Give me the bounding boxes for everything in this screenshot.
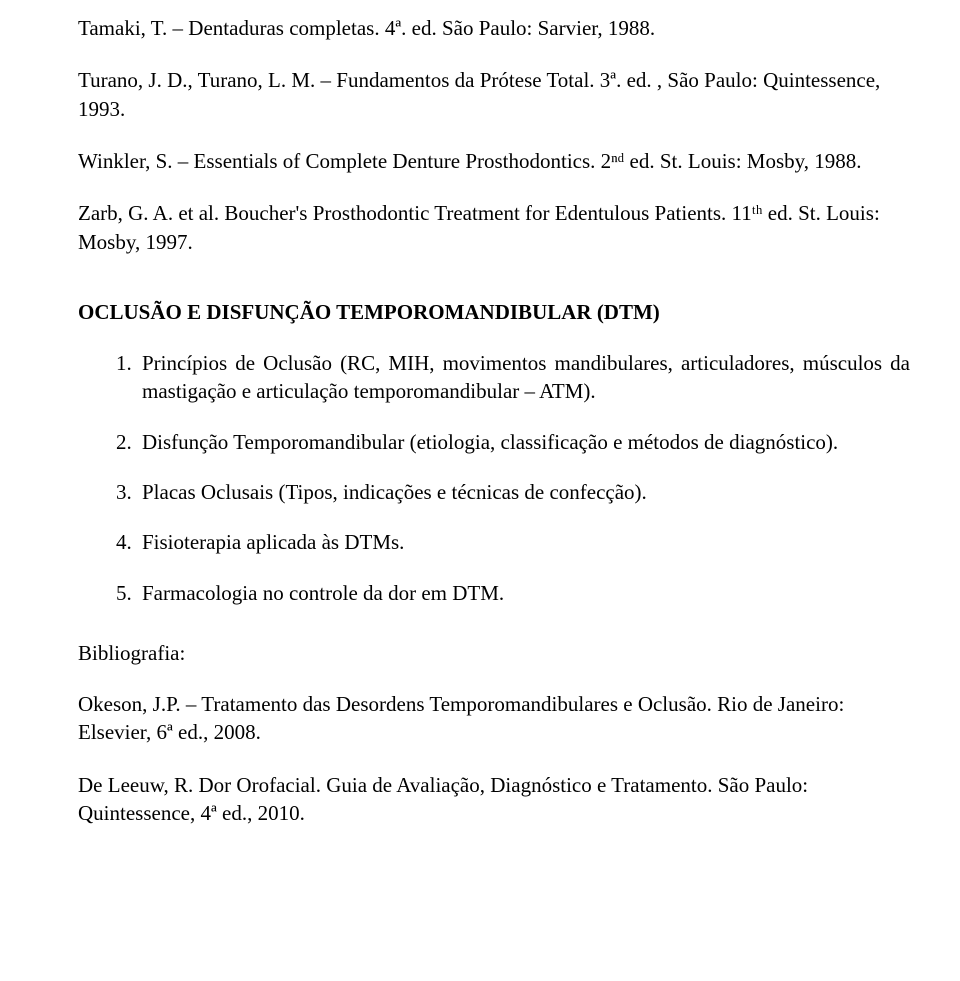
reference-item: Okeson, J.P. – Tratamento das Desordens …: [78, 690, 910, 747]
list-item-number: 4.: [116, 528, 142, 556]
list-item-text: Princípios de Oclusão (RC, MIH, moviment…: [142, 349, 910, 406]
list-item: 2. Disfunção Temporomandibular (etiologi…: [116, 428, 910, 456]
reference-item: Winkler, S. – Essentials of Complete Den…: [78, 147, 910, 175]
reference-item: Turano, J. D., Turano, L. M. – Fundament…: [78, 66, 910, 123]
list-item: 5. Farmacologia no controle da dor em DT…: [116, 579, 910, 607]
reference-item: Zarb, G. A. et al. Boucher's Prosthodont…: [78, 199, 910, 256]
reference-item: Tamaki, T. – Dentaduras completas. 4ª. e…: [78, 14, 910, 42]
list-item-text: Disfunção Temporomandibular (etiologia, …: [142, 428, 910, 456]
list-item-number: 3.: [116, 478, 142, 506]
list-item: 4. Fisioterapia aplicada às DTMs.: [116, 528, 910, 556]
numbered-list: 1. Princípios de Oclusão (RC, MIH, movim…: [78, 349, 910, 607]
list-item: 1. Princípios de Oclusão (RC, MIH, movim…: [116, 349, 910, 406]
list-item-text: Placas Oclusais (Tipos, indicações e téc…: [142, 478, 910, 506]
list-item-number: 5.: [116, 579, 142, 607]
list-item-text: Fisioterapia aplicada às DTMs.: [142, 528, 910, 556]
list-item-number: 2.: [116, 428, 142, 456]
bibliography-label: Bibliografia:: [78, 641, 910, 666]
reference-item: De Leeuw, R. Dor Orofacial. Guia de Aval…: [78, 771, 910, 828]
list-item-text: Farmacologia no controle da dor em DTM.: [142, 579, 910, 607]
section-heading: OCLUSÃO E DISFUNÇÃO TEMPOROMANDIBULAR (D…: [78, 300, 910, 325]
list-item-number: 1.: [116, 349, 142, 406]
list-item: 3. Placas Oclusais (Tipos, indicações e …: [116, 478, 910, 506]
page: Tamaki, T. – Dentaduras completas. 4ª. e…: [0, 0, 960, 892]
